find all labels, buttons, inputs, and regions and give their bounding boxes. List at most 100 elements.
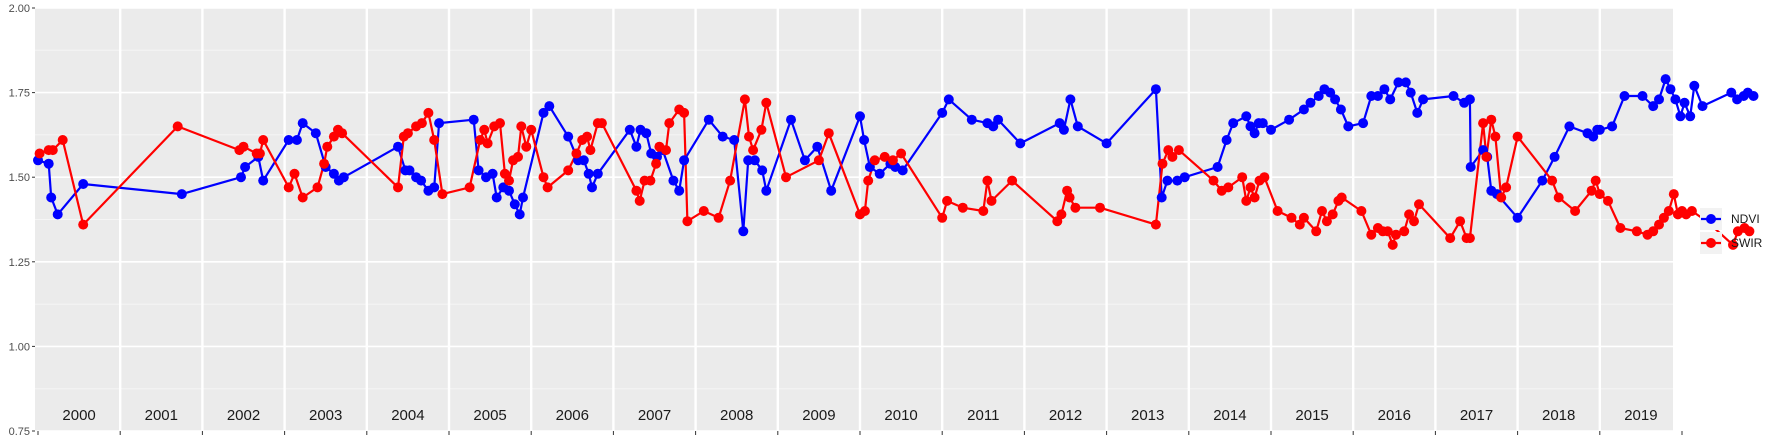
ndvi-data-point: [631, 141, 642, 152]
ndvi-data-point: [1058, 124, 1069, 135]
ndvi-data-point: [1150, 84, 1161, 95]
swir-data-point: [1317, 206, 1327, 216]
swir-data-point: [57, 135, 68, 145]
ndvi-data-point: [429, 182, 440, 193]
ndvi-data-point: [757, 165, 768, 176]
ndvi-data-point: [310, 128, 321, 139]
ndvi-data-point: [52, 209, 63, 220]
ndvi-data-point: [592, 168, 603, 179]
ndvi-data-point: [43, 158, 54, 169]
swir-data-point: [1237, 172, 1248, 183]
ndvi-data-point: [786, 114, 796, 125]
swir-data-point: [1249, 192, 1260, 203]
swir-data-point: [312, 182, 323, 193]
swir-data-point: [813, 155, 824, 166]
swir-data-point: [516, 121, 527, 132]
ndvi-data-point: [859, 135, 870, 145]
ndvi-legend-marker: [1706, 214, 1716, 224]
ndvi-data-point: [236, 172, 246, 183]
swir-data-point: [596, 118, 607, 129]
swir-series-line: [39, 98, 1751, 246]
swir-data-point: [289, 168, 300, 179]
ndvi-data-point: [1607, 121, 1618, 132]
ndvi-data-point: [1298, 104, 1309, 115]
ndvi-data-point: [283, 135, 294, 145]
ndvi-data-point: [1305, 97, 1316, 108]
swir-data-point: [1298, 212, 1309, 223]
swir-data-point: [254, 148, 265, 159]
ndvi-data-point: [1594, 124, 1605, 135]
swir-data-point: [1399, 226, 1410, 237]
ndvi-data-point: [1162, 175, 1173, 186]
swir-data-point: [1445, 233, 1456, 244]
swir-data-point: [679, 107, 690, 118]
swir-data-point: [1223, 182, 1234, 193]
ndvi-data-point: [1212, 162, 1223, 172]
swir-data-point: [1167, 151, 1178, 162]
swir-data-point: [504, 175, 514, 186]
swir-data-point: [1070, 202, 1081, 213]
ndvi-data-point: [749, 155, 760, 166]
swir-data-point: [1547, 175, 1558, 186]
swir-data-point: [879, 151, 890, 162]
ndvi-data-point: [1448, 91, 1459, 101]
swir-data-point: [538, 172, 549, 183]
ndvi-data-point: [703, 114, 714, 125]
swir-data-point: [319, 158, 330, 169]
ndvi-data-point: [874, 168, 885, 179]
ndvi-data-point: [1313, 91, 1324, 101]
swir-data-point: [1481, 151, 1492, 162]
year-label-2004: 2004: [391, 407, 424, 424]
ndvi-data-point: [487, 168, 498, 179]
swir-data-point: [1356, 206, 1367, 216]
swir-data-point: [1668, 189, 1679, 200]
ndvi-data-point: [1072, 121, 1083, 132]
ndvi-data-point: [583, 168, 594, 179]
swir-data-point: [479, 124, 490, 135]
swir-data-point: [437, 189, 448, 200]
ndvi-data-point: [1393, 77, 1404, 88]
ndvi-data-point: [1257, 118, 1268, 129]
ndvi-data-point: [297, 118, 308, 129]
year-label-2002: 2002: [227, 407, 260, 424]
swir-data-point: [1245, 182, 1256, 193]
ndvi-data-point: [1418, 94, 1429, 105]
swir-data-point: [761, 97, 772, 108]
ndvi-data-point: [1726, 87, 1737, 98]
ndvi-data-point: [544, 101, 555, 112]
ndvi-data-point: [679, 155, 690, 166]
ndvi-data-point: [1689, 80, 1700, 91]
swir-data-point: [739, 94, 750, 105]
year-label-2009: 2009: [802, 407, 835, 424]
ndvi-data-point: [1343, 121, 1354, 132]
swir-data-point: [423, 107, 434, 118]
y-tick-label: 1.50: [9, 172, 30, 184]
ndvi-data-point: [1564, 121, 1575, 132]
ndvi-data-point: [291, 135, 302, 145]
ndvi-data-point: [799, 155, 810, 166]
ndvi-data-point: [538, 107, 549, 118]
year-facet-labels: 2000 2001 2002 2003 2004 2005 2006 2007 2008 2009…: [62, 407, 1657, 424]
y-axis: 0.75 1.00 1.25 1.50 1.75 2.00: [9, 3, 35, 438]
swir-data-point: [258, 135, 269, 145]
swir-data-point: [1387, 239, 1398, 250]
swir-data-point: [1464, 233, 1475, 244]
swir-data-point: [631, 185, 642, 196]
ndvi-series-line: [37, 78, 1755, 233]
swir-data-point: [1603, 195, 1613, 206]
ndvi-data-point: [1335, 104, 1346, 115]
ndvi-data-point: [509, 199, 520, 210]
ndvi-data-point: [563, 131, 574, 142]
ndvi-data-point: [943, 94, 954, 105]
swir-data-point: [1455, 216, 1466, 227]
swir-data-point: [1095, 202, 1105, 213]
ndvi-data-point: [1637, 91, 1648, 101]
swir-data-point: [521, 141, 532, 152]
swir-data-point: [542, 182, 553, 193]
ndvi-data-point: [514, 209, 525, 220]
swir-data-point: [1512, 131, 1523, 142]
ndvi-data-point: [897, 165, 908, 176]
ndvi-legend-label: NDVI: [1731, 212, 1760, 226]
swir-data-point: [429, 135, 440, 145]
ndvi-data-point: [1400, 77, 1411, 88]
